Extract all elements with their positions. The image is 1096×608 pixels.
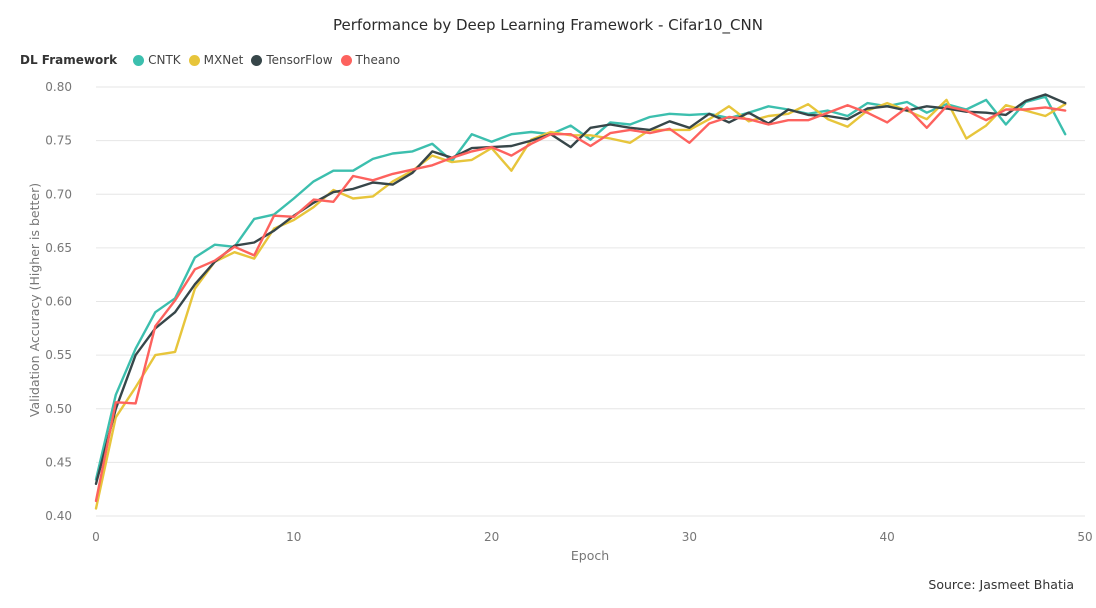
y-tick-label: 0.80 [45, 80, 72, 94]
x-tick-label: 40 [880, 530, 895, 544]
y-tick-label: 0.40 [45, 509, 72, 523]
legend-label-theano: Theano [355, 53, 401, 67]
y-axis-label: Validation Accuracy (Higher is better) [27, 183, 42, 417]
legend-item-theano[interactable]: Theano [340, 53, 401, 67]
series-line-theano[interactable] [94, 103, 1067, 503]
x-tick-label: 30 [682, 530, 697, 544]
y-tick-label: 0.55 [45, 348, 72, 362]
legend-label-tensorflow: TensorFlow [266, 53, 333, 67]
series-line-tensorflow[interactable] [94, 93, 1067, 485]
y-tick-label: 0.50 [45, 402, 72, 416]
series-line-cntk[interactable] [94, 95, 1067, 481]
series-line-mxnet[interactable] [94, 98, 1067, 510]
legend-marker-theano [340, 54, 352, 66]
legend-label-mxnet: MXNet [203, 53, 244, 67]
x-tick-label: 10 [286, 530, 301, 544]
legend-title: DL Framework [20, 53, 118, 67]
source-note: Source: Jasmeet Bhatia [928, 577, 1074, 592]
y-tick-label: 0.70 [45, 187, 72, 201]
legend-marker-tensorflow [251, 54, 263, 66]
x-tick-label: 20 [484, 530, 499, 544]
legend-item-tensorflow[interactable]: TensorFlow [251, 53, 333, 67]
y-tick-label: 0.75 [45, 134, 72, 148]
y-tick-label: 0.45 [45, 455, 72, 469]
legend-marker-mxnet [188, 54, 200, 66]
y-tick-label: 0.60 [45, 295, 72, 309]
legend-item-mxnet[interactable]: MXNet [188, 53, 244, 67]
chart-title: Performance by Deep Learning Framework -… [333, 16, 763, 34]
legend-item-cntk[interactable]: CNTK [133, 53, 181, 67]
x-axis-label: Epoch [571, 548, 609, 563]
legend-label-cntk: CNTK [148, 53, 181, 67]
legend-marker-cntk [133, 54, 145, 66]
y-tick-label: 0.65 [45, 241, 72, 255]
series-lines [94, 93, 1067, 510]
y-axis-ticks: 0.80 0.75 0.70 0.65 0.60 0.55 0.50 0.45 0.40 [45, 80, 72, 523]
gridlines [96, 86, 1085, 517]
x-axis-ticks: 0 10 20 30 40 50 [92, 530, 1092, 544]
x-tick-label: 50 [1077, 530, 1092, 544]
chart-legend: DL Framework CNTK MXNet TensorFlow Thean… [20, 53, 408, 67]
x-tick-label: 0 [92, 530, 100, 544]
